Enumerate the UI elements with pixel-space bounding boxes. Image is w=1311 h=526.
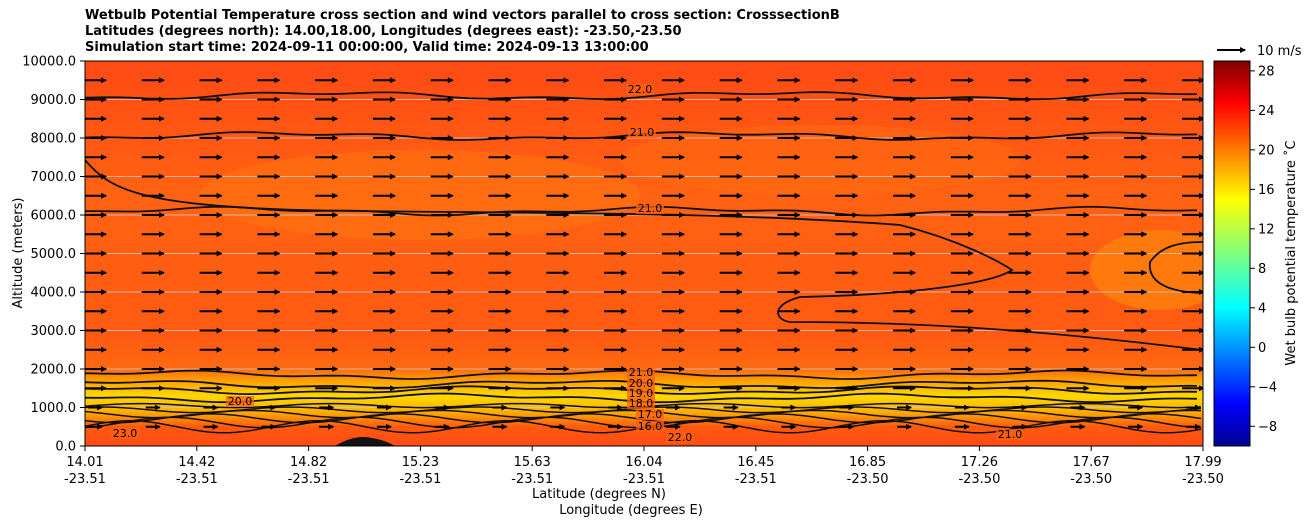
contour-label-background	[226, 396, 254, 407]
contour-label-background	[626, 84, 654, 95]
colorbar-tick-label: 12	[1258, 222, 1275, 237]
colorbar-tick-label: 0	[1258, 341, 1266, 356]
x-tick-latitude: 17.99	[1184, 455, 1221, 470]
contour-label-background	[628, 127, 656, 138]
x-tick-latitude: 16.85	[849, 455, 886, 470]
contour-label-background	[627, 367, 655, 378]
colorbar	[1213, 60, 1251, 447]
y-axis: 0.0 1000.0 2000.0 3000.0 4000.0 5000.0 6000.0 7…	[22, 55, 85, 455]
x-tick-latitude: 16.45	[737, 455, 774, 470]
contour-label-background	[636, 421, 664, 432]
contour-label: 22.0	[628, 83, 653, 96]
wind-vectors	[85, 77, 1203, 430]
chart-title: Wetbulb Potential Temperature cross sect…	[85, 8, 840, 56]
x-tick-latitude: 14.82	[290, 455, 327, 470]
contour-label: 20.0	[629, 377, 654, 390]
colorbar-tick-label: −4	[1258, 380, 1277, 395]
colorbar-tick-label: 28	[1258, 64, 1275, 79]
title-line-2: Latitudes (degrees north): 14.00,18.00, …	[85, 24, 682, 39]
contour-label: 20.0	[228, 395, 253, 408]
contour-labels: 22.021.021.021.020.019.018.017.016.020.0…	[111, 83, 1024, 444]
y-tick-label: 1000.0	[31, 401, 77, 416]
x-tick-longitude: -23.50	[847, 472, 889, 487]
field-layer: 22.021.021.021.020.019.018.017.016.020.0…	[85, 61, 1203, 446]
x-axis: 14.01 -23.51 14.42 -23.51 14.82 -23.51 15.23 -2…	[64, 446, 1224, 487]
colorbar-tick-label: 24	[1258, 104, 1275, 119]
contour-line	[1148, 241, 1203, 294]
y-tick-label: 7000.0	[31, 170, 77, 185]
contour-label-background	[111, 428, 139, 439]
x-tick-longitude: -23.51	[288, 472, 330, 487]
x-tick-latitude: 15.23	[402, 455, 439, 470]
contour-label: 18.0	[629, 397, 654, 410]
colorbar-tick-label: 4	[1258, 301, 1266, 316]
contour-label: 21.0	[629, 366, 654, 379]
contour-label-background	[627, 398, 655, 409]
contour-label-background	[627, 378, 655, 389]
x-tick-latitude: 17.67	[1073, 455, 1110, 470]
y-tick-label: 6000.0	[31, 209, 77, 224]
title-line-3: Simulation start time: 2024-09-11 00:00:…	[85, 40, 649, 55]
x-tick-longitude: -23.51	[64, 472, 106, 487]
contour-label-background	[666, 432, 694, 443]
y-tick-label: 9000.0	[31, 93, 77, 108]
y-tick-label: 4000.0	[31, 286, 77, 301]
x-tick-longitude: -23.51	[399, 472, 441, 487]
x-tick-longitude: -23.51	[176, 472, 218, 487]
contour-label: 17.0	[638, 408, 663, 421]
colorbar-tick-label: 8	[1258, 262, 1266, 277]
x-tick-longitude: -23.51	[735, 472, 777, 487]
x-tick-latitude: 14.01	[66, 455, 103, 470]
contour-label: 21.0	[638, 202, 663, 215]
contour-label: 19.0	[629, 387, 654, 400]
warm-patch	[1090, 230, 1203, 310]
terrain	[335, 437, 395, 446]
x-axis-label-latitude: Latitude (degrees N)	[532, 487, 666, 502]
x-axis-label-longitude: Longitude (degrees E)	[559, 503, 703, 518]
x-tick-longitude: -23.51	[623, 472, 665, 487]
x-tick-latitude: 16.04	[625, 455, 662, 470]
contour-label: 16.0	[638, 420, 663, 433]
contour-line	[85, 159, 1203, 351]
warm-patch	[620, 125, 1020, 195]
x-tick-longitude: -23.50	[1182, 472, 1224, 487]
colorbar-tick-label: 16	[1258, 183, 1275, 198]
x-tick-latitude: 14.42	[178, 455, 215, 470]
y-tick-label: 8000.0	[31, 132, 77, 147]
y-tick-label: 2000.0	[31, 363, 77, 378]
y-axis-label: Altitude (meters)	[11, 198, 26, 309]
x-tick-longitude: -23.50	[958, 472, 1000, 487]
colorbar-ticks: −8 −4 0 4 8 12 16 20 24 28	[1250, 64, 1277, 435]
x-tick-latitude: 17.26	[961, 455, 998, 470]
x-tick-longitude: -23.51	[511, 472, 553, 487]
wind-key-label: 10 m/s	[1257, 44, 1302, 59]
title-line-1: Wetbulb Potential Temperature cross sect…	[85, 8, 840, 23]
contour-label-background	[636, 203, 664, 214]
y-tick-label: 10000.0	[22, 55, 76, 70]
contour-label: 23.0	[113, 427, 138, 440]
colorbar-tick-label: −8	[1258, 420, 1277, 435]
contour-label-background	[996, 429, 1024, 440]
y-tick-label: 3000.0	[31, 324, 77, 339]
colorbar-tick-label: 20	[1258, 143, 1275, 158]
y-tick-label: 5000.0	[31, 247, 77, 262]
contour-label-background	[627, 388, 655, 399]
contour-label: 21.0	[630, 126, 655, 139]
colorbar-label: Wet bulb potential temperature ˚C	[1283, 140, 1299, 365]
contour-label: 21.0	[998, 428, 1023, 441]
y-tick-label: 0.0	[55, 440, 76, 455]
contour-label-background	[636, 409, 664, 420]
warm-patch	[200, 150, 640, 240]
contour-label: 22.0	[668, 431, 693, 444]
x-tick-latitude: 15.63	[514, 455, 551, 470]
x-tick-longitude: -23.50	[1070, 472, 1112, 487]
